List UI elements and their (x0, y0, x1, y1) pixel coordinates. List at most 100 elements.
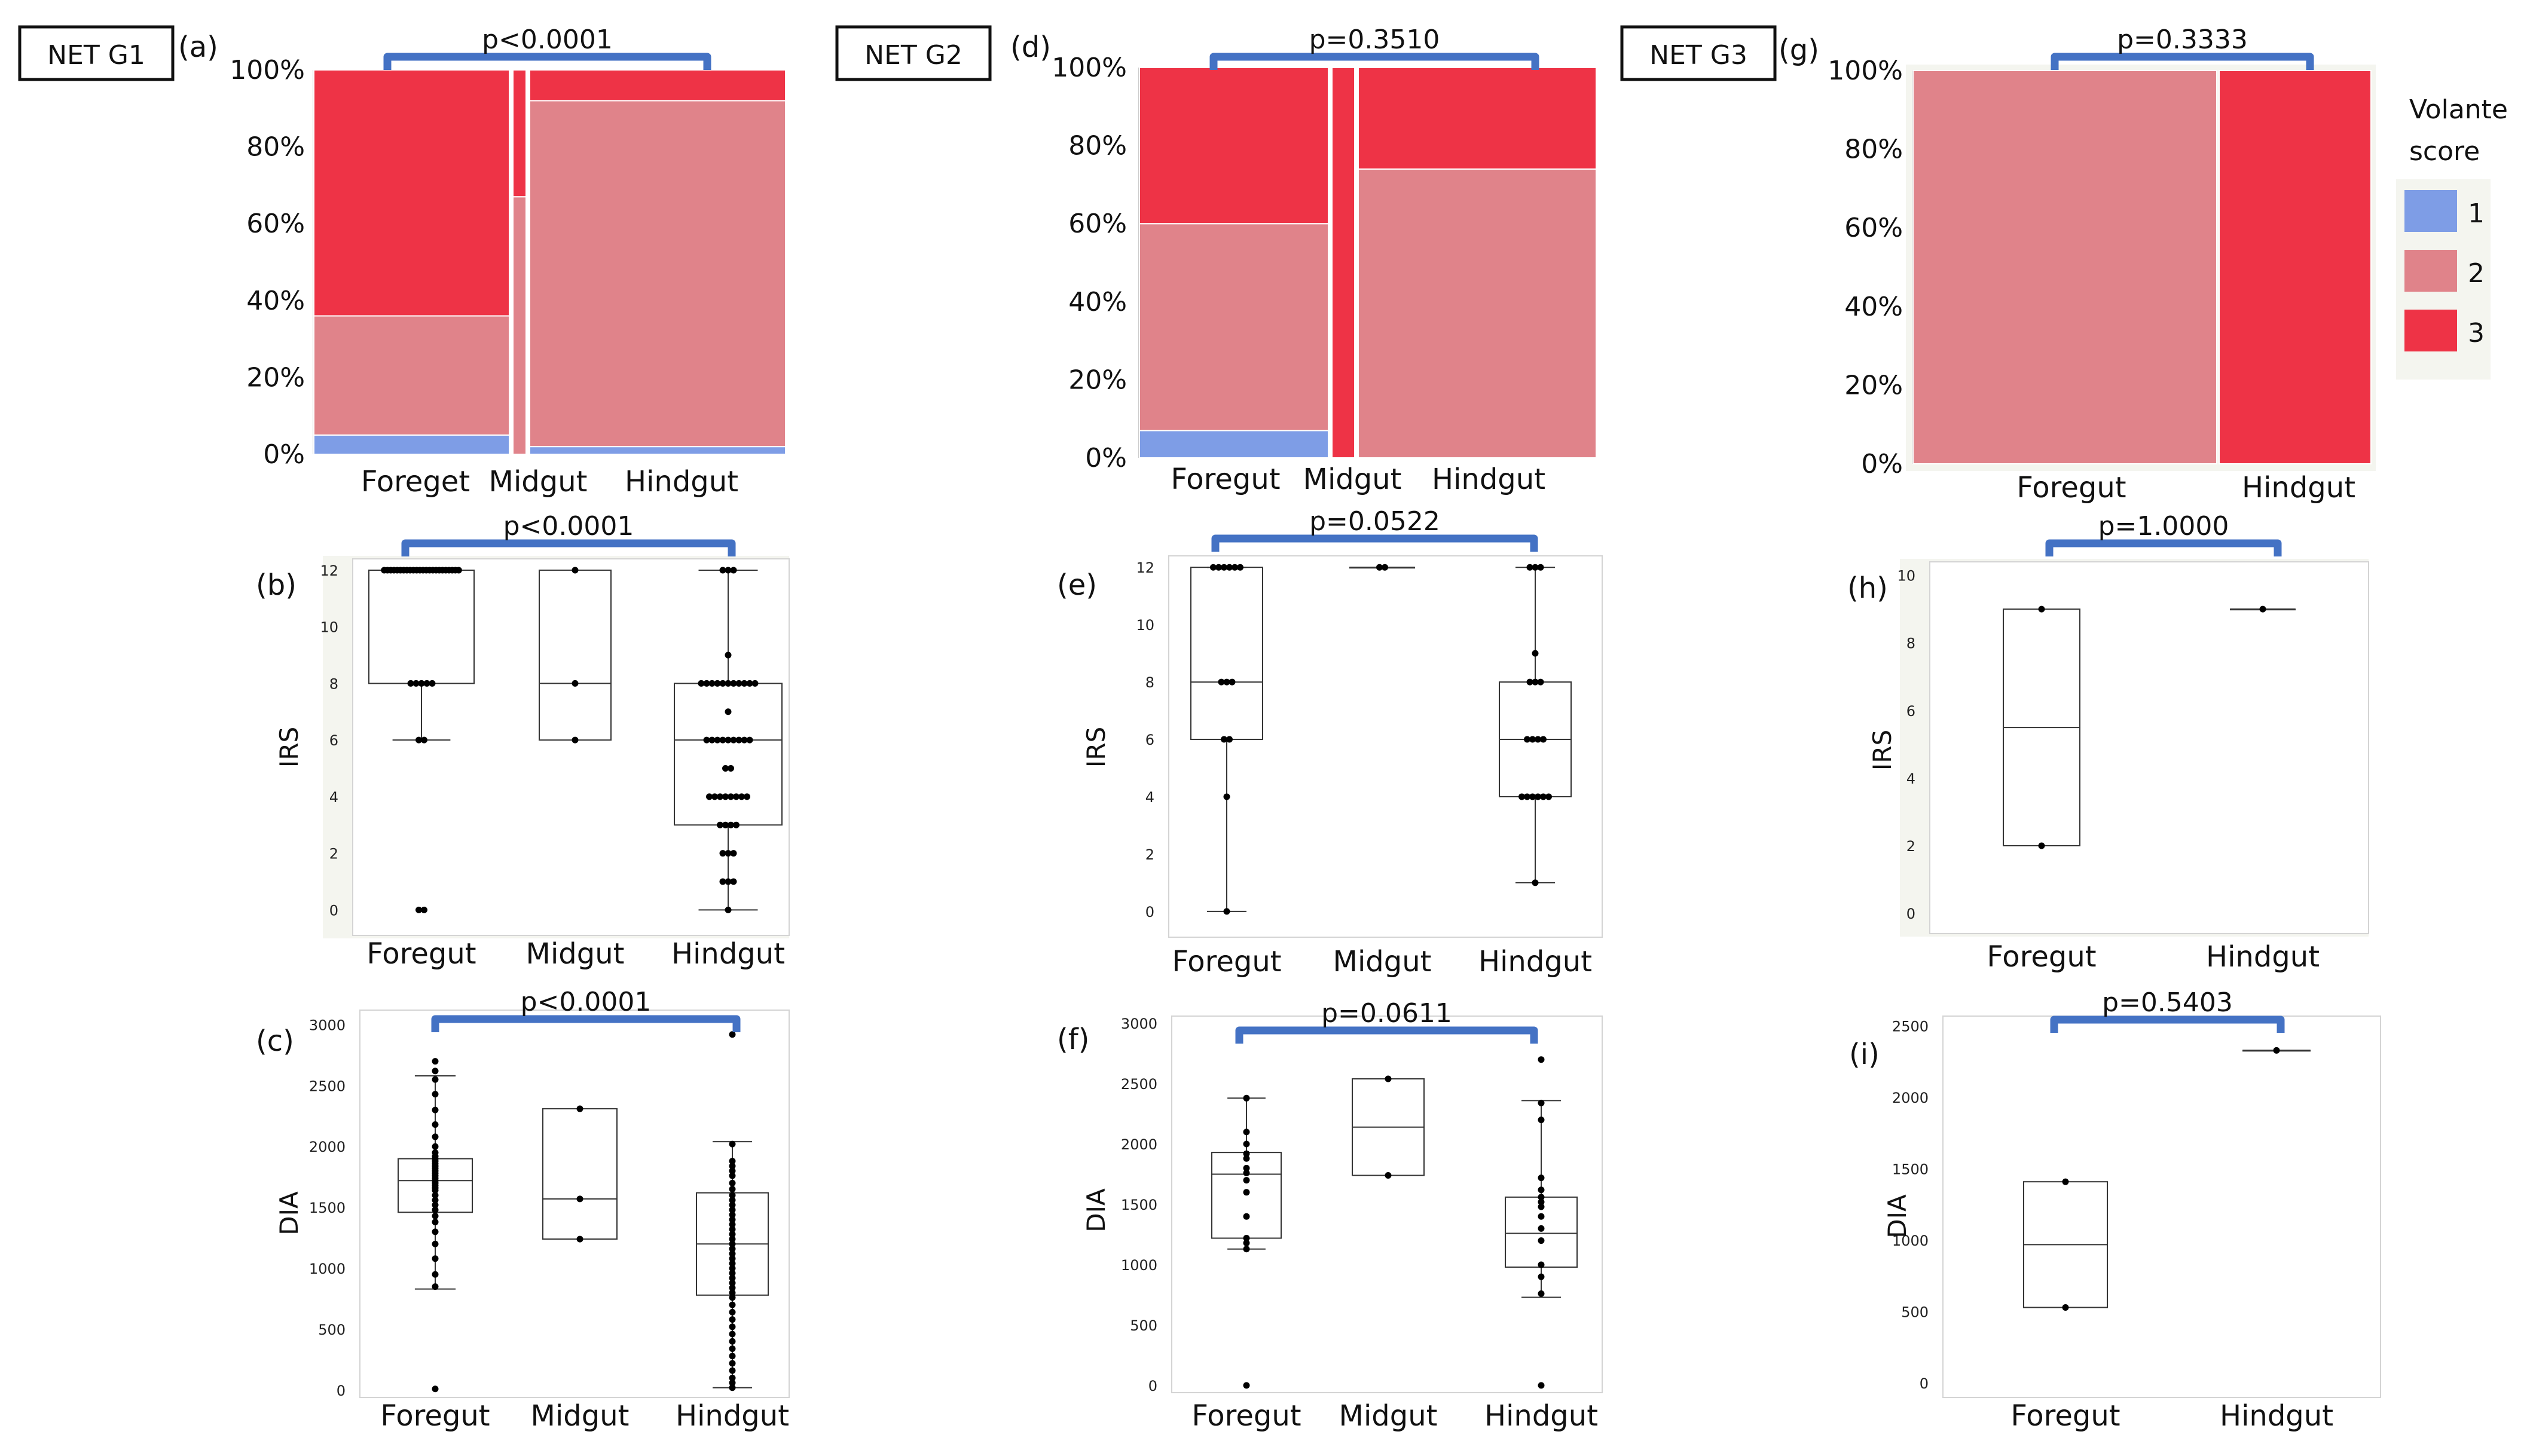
y-axis-label: IRS (1868, 730, 1897, 770)
data-point (432, 1133, 439, 1140)
y-tick-label: 2500 (309, 1078, 346, 1094)
data-point (432, 1385, 439, 1393)
legend-swatch (2404, 250, 2457, 292)
data-point (729, 1330, 736, 1338)
data-point (1545, 793, 1552, 800)
data-point (1538, 1186, 1545, 1194)
x-category-label: Hindgut (1478, 945, 1592, 978)
data-point (1376, 564, 1383, 571)
panel-label: (d) (1010, 30, 1051, 64)
mosaic-segment-score-1 (1139, 430, 1329, 458)
data-point (432, 1106, 439, 1114)
data-point (746, 680, 753, 687)
y-tick-label: 500 (1901, 1304, 1929, 1321)
data-point (729, 1360, 736, 1367)
data-point (1535, 736, 1541, 743)
y-tick-label: 2500 (1121, 1076, 1157, 1093)
data-point (429, 680, 436, 687)
data-point (1382, 564, 1388, 571)
panel-label: (h) (1847, 571, 1888, 605)
data-point (708, 736, 716, 744)
y-axis-label: DIA (1081, 1188, 1111, 1232)
y-tick-label: 2 (1906, 838, 1915, 855)
y-tick-label: 3000 (1121, 1015, 1157, 1032)
y-tick-label: 1500 (1892, 1161, 1929, 1178)
data-point (432, 1255, 439, 1262)
significance-bracket (1235, 1026, 1538, 1044)
data-point (1538, 1198, 1545, 1206)
mosaic-segment-score-2 (512, 196, 527, 455)
mosaic-segment-score-2 (1139, 223, 1329, 432)
mosaic-segment-score-3 (1139, 67, 1329, 225)
group-label: NET G1 (47, 40, 145, 71)
y-tick-label: 100% (230, 55, 305, 85)
data-point (729, 1245, 736, 1252)
data-point (432, 1091, 439, 1098)
data-point (751, 680, 759, 687)
data-point (1243, 1140, 1250, 1148)
box-foregut (2003, 605, 2080, 849)
data-point (1237, 564, 1243, 571)
data-point (703, 736, 710, 744)
data-point (729, 1197, 736, 1204)
y-tick-label: 4 (1145, 789, 1154, 806)
data-point (729, 1211, 736, 1218)
data-point (421, 906, 427, 913)
box-plot-h: 0 2 4 6 8 10 IRS Foregut Hindgut (h) p=1.0000 (1847, 511, 2369, 974)
data-point (729, 1179, 736, 1186)
data-point (1538, 1213, 1545, 1220)
y-tick-label: 20% (1844, 370, 1903, 400)
data-point (1540, 736, 1547, 743)
data-point (572, 680, 579, 687)
x-category-label: Hindgut (1432, 463, 1545, 496)
data-point (1243, 1177, 1250, 1184)
data-point (1538, 1194, 1545, 1201)
data-point (708, 680, 716, 687)
y-tick-label: 2000 (1121, 1136, 1157, 1153)
data-point (1210, 564, 1217, 571)
panel-label: (f) (1057, 1023, 1089, 1056)
mosaic-segment-score-1 (313, 434, 510, 455)
data-point (1538, 1290, 1545, 1297)
data-point (418, 680, 425, 687)
y-tick-label: 8 (1906, 635, 1915, 652)
data-point (729, 1140, 736, 1148)
data-point (1221, 564, 1227, 571)
data-point (725, 878, 732, 885)
data-point (725, 651, 732, 659)
box-hindgut (1499, 564, 1572, 886)
data-point (703, 680, 710, 687)
y-tick-label: 0 (1148, 1378, 1157, 1394)
data-point (729, 1294, 736, 1301)
y-tick-label: 100% (1828, 56, 1903, 86)
data-point (1226, 564, 1233, 571)
data-point (432, 1219, 439, 1226)
significance-bracket (2045, 539, 2282, 556)
data-point (432, 1067, 439, 1075)
data-point (1526, 678, 1533, 686)
data-point (729, 1231, 736, 1238)
data-point (1540, 793, 1547, 800)
data-point (729, 1265, 736, 1272)
x-category-label: Foregut (1172, 945, 1281, 978)
data-point (1538, 1273, 1545, 1280)
data-point (432, 1212, 439, 1219)
data-point (1243, 1094, 1250, 1102)
data-point (719, 680, 726, 687)
data-point (432, 1058, 439, 1065)
data-point (730, 567, 737, 574)
y-tick-label: 8 (1145, 674, 1154, 691)
data-point (1537, 678, 1544, 686)
box-midgut (1349, 564, 1415, 571)
data-point (2038, 605, 2045, 613)
data-point (432, 1228, 439, 1235)
x-category-label: Hindgut (671, 937, 785, 971)
box-hindgut (1505, 1056, 1578, 1389)
data-point (1243, 1235, 1250, 1242)
box-foregut (2023, 1178, 2108, 1311)
data-point (729, 1250, 736, 1258)
mosaic-segment-score-2 (529, 100, 786, 448)
data-point (698, 680, 705, 687)
x-category-label: Midgut (489, 465, 588, 498)
data-point (421, 736, 427, 744)
